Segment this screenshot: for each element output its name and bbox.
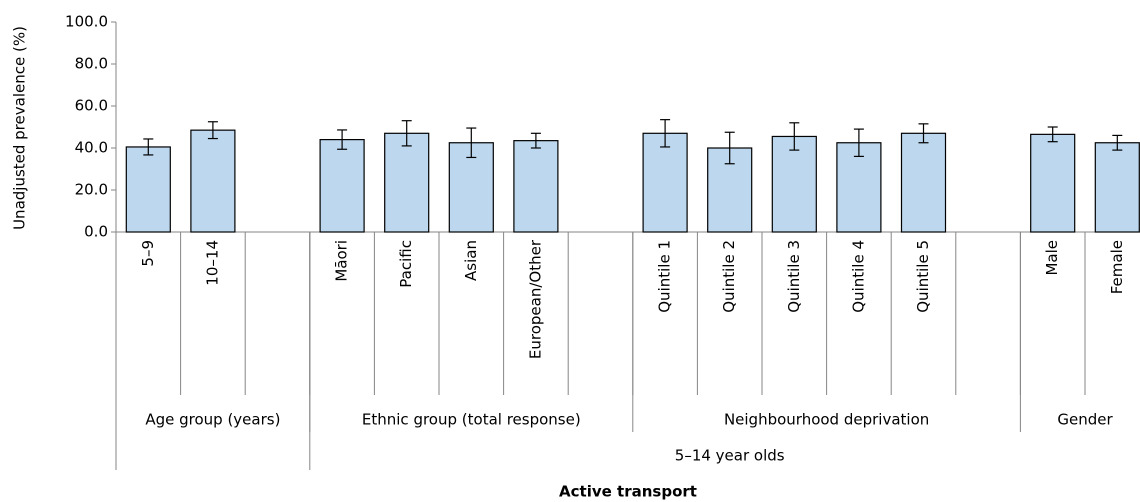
x-axis-title: Active transport [559,483,697,501]
error-bar [724,131,735,165]
error-bar [337,129,348,150]
group-label: Neighbourhood deprivation [724,411,929,429]
bar [513,140,559,233]
y-tick-label: 20.0 [75,181,108,199]
error-bar [401,120,412,147]
x-tick-label: Female [1108,240,1126,294]
error-bar [207,121,218,140]
x-tick-label: Quintile 3 [785,240,803,313]
error-bar [530,132,541,149]
bar [771,135,817,233]
x-tick-label: Quintile 2 [720,240,738,313]
y-tick-label: 80.0 [75,55,108,73]
x-tick-label: Māori [333,240,351,282]
error-bar [853,128,864,157]
error-bar [1112,134,1123,151]
bar [319,139,365,233]
group-label: Age group (years) [145,411,280,429]
group-label: Gender [1057,411,1113,429]
error-bar [1047,126,1058,143]
bar [125,146,171,233]
x-tick-label: Quintile 1 [656,240,674,313]
x-tick-label: 5–9 [139,240,157,267]
bar [1094,142,1140,233]
y-tick-label: 0.0 [84,223,108,241]
x-tick-label: Quintile 4 [849,240,867,313]
bar [900,132,947,233]
error-bar [789,122,800,151]
x-tick-label: 10–14 [203,240,221,286]
y-tick-label: 100.0 [65,13,108,31]
y-tick-label: 40.0 [75,139,108,157]
error-bar [660,119,671,148]
x-tick-label: Pacific [397,240,415,288]
group-label: Ethnic group (total response) [362,411,581,429]
y-tick-label: 60.0 [75,97,108,115]
error-bar [466,127,477,159]
error-bar [143,138,154,156]
bar [384,132,430,233]
bar [190,129,236,233]
bar [642,132,688,233]
x-tick-label: Male [1043,240,1061,276]
bar [836,142,882,233]
y-axis-title: Unadjusted prevalence (%) [11,26,29,230]
x-tick-label: European/Other [526,239,544,359]
group-label: 5–14 year olds [675,447,785,465]
bar [1030,133,1076,233]
x-tick-label: Asian [462,240,480,281]
x-tick-label: Quintile 5 [914,240,932,313]
error-bar [918,123,929,144]
